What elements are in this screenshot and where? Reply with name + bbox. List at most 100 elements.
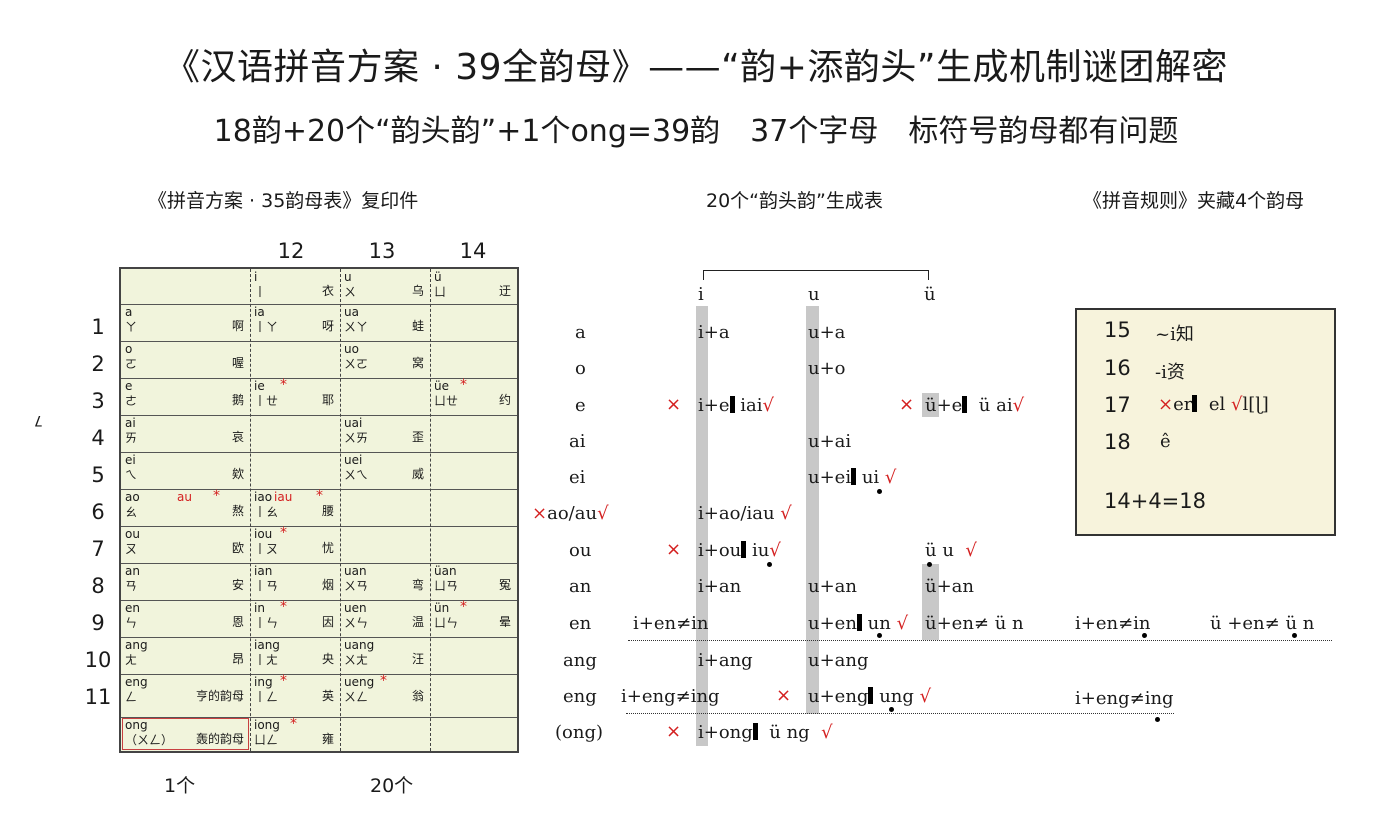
finals-table: i 丨衣 u ㄨ乌 ü ㄩ迂 a ㄚ啊 ia 丨ㄚ呀 ua ㄨㄚ蛙 o ㄛ喔 uo ㄨㄛ窝 e ㄜ鹅 ie 丨ㄝ耶 * ü… (119, 267, 519, 753)
final-label: ou (569, 540, 592, 561)
box-sum: 14+4=18 (1104, 489, 1206, 513)
star-mark: * (316, 488, 323, 504)
box-num: 18 (1104, 430, 1131, 454)
cell-zy: ㄢ (125, 579, 138, 593)
table-cell: ia 丨ㄚ 呀 (250, 304, 340, 341)
table-row-line (121, 452, 517, 453)
col-number-12: 12 (277, 239, 305, 263)
cell-zy: ㄩㄥ (254, 733, 279, 747)
page-subtitle: 18韵+20个“韵头韵”+1个ong=39韵 37个字母 标符号韵母都有问题 (213, 114, 1179, 149)
col-number-14: 14 (459, 239, 487, 263)
final-label: e (575, 395, 586, 416)
final-label: a (575, 322, 586, 343)
table-cell (430, 526, 517, 563)
star-mark: * (280, 599, 287, 615)
head-u: u (808, 284, 820, 305)
combo-iou: i+ou iu√ (698, 540, 781, 561)
combo-uei: u+ei ui √ (808, 467, 897, 488)
combo-uu: ü u √ (925, 540, 977, 561)
cell-py: ei (125, 453, 136, 467)
cell-py: ang (125, 638, 148, 652)
cell-hz: 汪 (411, 652, 424, 666)
combo-iong: i+ong ü ng √ (698, 722, 833, 743)
cell-hz: 恩 (231, 615, 244, 629)
cell-zy: 丨ㄝ (254, 394, 279, 408)
row-number: 7 (91, 537, 105, 561)
row-number: 1 (91, 315, 105, 339)
table-cell (340, 526, 430, 563)
dot-mark (889, 707, 894, 712)
cell-hz: 亨的韵母 (195, 689, 244, 703)
table-cell: ao ㄠ 熬 au * (121, 489, 250, 526)
cell-zy: ㄩㄝ (434, 394, 459, 408)
star-mark: * (460, 377, 467, 393)
combo-uen: u+en un √ (808, 613, 909, 634)
cell-zy: ㄨㄟ (344, 468, 369, 482)
table-row-line (121, 304, 517, 305)
combo-iang: i+ang (698, 650, 753, 671)
cell-py: en (125, 601, 140, 615)
dotted-separator (626, 713, 1174, 714)
cell-py: uan (344, 564, 367, 578)
row-number: 8 (91, 574, 105, 598)
combo-ue: ü+e ü ai√ (925, 395, 1025, 416)
cell-py: uo (344, 342, 359, 356)
cell-zy: ㄨㄣ (344, 616, 369, 630)
caption-right: 《拼音规则》夹藏4个韵母 (1083, 190, 1305, 212)
table-cell: ueng ㄨㄥ 翁 * (340, 674, 430, 717)
cell-py: iong (254, 718, 280, 732)
table-cell: eng ㄥ 亨的韵母 (121, 674, 250, 717)
cell-py: uei (344, 453, 363, 467)
col-number-13: 13 (368, 239, 396, 263)
table-cell: ie 丨ㄝ 耶 * (250, 378, 340, 415)
dot-mark (1155, 717, 1160, 722)
cell-py: iou (254, 527, 273, 541)
block-mark (1192, 395, 1198, 412)
star-mark: * (380, 673, 387, 689)
cell-py: o (125, 342, 133, 356)
table-cell: uai ㄨㄞ 歪 (340, 415, 430, 452)
block-mark (868, 687, 874, 704)
cell-hz: 鹅 (231, 393, 244, 407)
cell-zy: ㄥ (125, 690, 138, 704)
table-row-line (121, 526, 517, 527)
cell-zy: ㄨㄥ (344, 690, 369, 704)
caption-left: 《拼音方案 · 35韵母表》复印件 (148, 190, 419, 212)
cross-mark: × (776, 685, 792, 706)
row-number: 10 (84, 648, 112, 672)
table-row-line (121, 415, 517, 416)
hidden-finals-box (1075, 308, 1336, 536)
table-cell: ang ㄤ 昂 (121, 637, 250, 674)
cell-zy: ㄡ (125, 542, 138, 556)
cell-hz: 衣 (321, 284, 334, 298)
cell-zy: 丨ㄚ (254, 320, 279, 334)
cell-hz: 英 (321, 689, 334, 703)
row-number: 4 (91, 426, 105, 450)
head-i: i (698, 284, 704, 305)
row-number: 5 (91, 463, 105, 487)
table-cell: iang 丨ㄤ 央 (250, 637, 340, 674)
table-cell: uang ㄨㄤ 汪 (340, 637, 430, 674)
cell-zy: 丨ㄢ (254, 579, 279, 593)
cell-zy: ㄨㄢ (344, 579, 369, 593)
cell-py: ou (125, 527, 140, 541)
caption-middle: 20个“韵头韵”生成表 (706, 190, 883, 212)
final-label: (ong) (555, 722, 603, 743)
cell-py: ao (125, 490, 140, 504)
cell-zy: 丨ㄤ (254, 653, 279, 667)
cell-zy: 丨ㄠ (254, 505, 279, 519)
row-number: 9 (91, 611, 105, 635)
table-cell (430, 304, 517, 341)
combo-ian: i+an (698, 576, 742, 597)
cell-zy: ㄟ (125, 468, 138, 482)
cell-py: ie (254, 379, 265, 393)
cell-alt-spelling: iau (274, 490, 293, 504)
combo-uang: u+ang (808, 650, 869, 671)
u-column-bar (806, 306, 819, 714)
table-cell (340, 378, 430, 415)
cell-hz: 乌 (411, 284, 424, 298)
combo-uo: u+o (808, 358, 846, 379)
cell-hz: 安 (231, 578, 244, 592)
